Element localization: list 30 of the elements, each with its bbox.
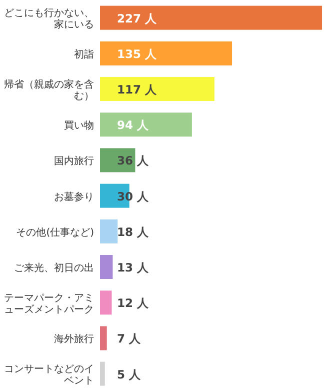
data-label: 117 人 bbox=[117, 82, 158, 96]
bar bbox=[100, 41, 232, 66]
bar bbox=[100, 255, 113, 279]
bar bbox=[100, 290, 112, 315]
y-tick-label: コンサートなどのイベント bbox=[4, 364, 94, 387]
data-label: 227 人 bbox=[117, 11, 158, 26]
y-tick-label: 買い物 bbox=[64, 120, 94, 132]
data-label: 5 人 bbox=[117, 367, 142, 382]
y-tick-label: テーマパーク・アミューズメントパーク bbox=[4, 292, 94, 316]
y-tick-label: 帰省（親戚の家を含む） bbox=[4, 78, 94, 102]
bar bbox=[100, 219, 118, 244]
data-label: 36 人 bbox=[117, 154, 150, 168]
y-tick-label: 海外旅行 bbox=[54, 333, 94, 346]
data-label: 12 人 bbox=[117, 296, 150, 310]
bar bbox=[100, 112, 192, 137]
y-tick-label: 国内旅行 bbox=[54, 155, 94, 168]
bar bbox=[100, 362, 105, 386]
y-tick-label: その他(仕事など) bbox=[16, 226, 94, 238]
data-label: 7 人 bbox=[117, 332, 142, 346]
y-tick-label: 初詣 bbox=[74, 48, 94, 60]
bar bbox=[100, 77, 214, 101]
bar bbox=[100, 6, 322, 30]
y-tick-label: お墓参り bbox=[54, 190, 94, 203]
y-tick-label: ご来光、初日の出 bbox=[14, 262, 94, 274]
data-label: 94 人 bbox=[117, 118, 150, 132]
data-label: 18 人 bbox=[117, 224, 150, 239]
y-tick-label: どこにも行かない、家にいる bbox=[4, 8, 94, 31]
data-label: 13 人 bbox=[117, 260, 150, 274]
bar bbox=[100, 326, 107, 350]
data-label: 135 人 bbox=[117, 46, 158, 61]
